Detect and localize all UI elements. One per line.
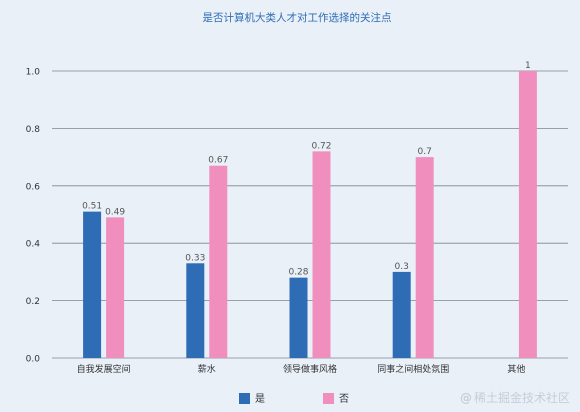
data-label: 0.67 (208, 156, 228, 166)
bar-no[interactable] (415, 157, 434, 358)
watermark: @ 稀土掘金技术社区 (460, 389, 570, 406)
watermark-text: 稀土掘金技术社区 (473, 391, 570, 405)
grid-lines (52, 70, 568, 359)
data-label: 0.3 (395, 262, 409, 272)
bars (83, 71, 537, 358)
legend[interactable]: 是否 (239, 393, 349, 405)
x-tick-label: 其他 (507, 363, 525, 375)
x-tick-label: 领导做事风格 (283, 363, 337, 375)
y-tick-label: 0.8 (26, 125, 41, 135)
at-icon: @ (459, 391, 472, 405)
x-tick-label: 同事之间相处氛围 (377, 363, 449, 375)
x-axis-tick-labels: 自我发展空间 薪水 领导做事风格 同事之间相处氛围 其他 (77, 363, 526, 375)
x-tick-label: 自我发展空间 (77, 363, 131, 375)
data-label: 0.7 (418, 147, 432, 157)
legend-label[interactable]: 否 (339, 393, 349, 405)
bar-yes[interactable] (392, 271, 411, 358)
y-tick-label: 0.4 (26, 240, 41, 250)
data-label: 0.28 (288, 268, 308, 278)
x-tick-label: 薪水 (198, 363, 216, 375)
bar-no[interactable] (312, 151, 331, 358)
data-label: 0.49 (105, 207, 125, 217)
bar-no[interactable] (106, 217, 125, 358)
data-labels: 0.510.49 0.33 0.67 0.28 0.72 0.3 0.7 1 (82, 61, 531, 278)
legend-label[interactable]: 是 (255, 393, 265, 405)
y-tick-label: 1.0 (26, 68, 41, 78)
bar-yes[interactable] (289, 277, 308, 358)
bar-no[interactable] (518, 71, 537, 358)
data-label: 0.51 (82, 202, 102, 212)
y-axis-tick-labels: 0.0 0.2 0.4 0.6 0.8 1.0 (26, 68, 41, 365)
y-tick-label: 0.0 (26, 355, 41, 365)
data-label: 0.72 (311, 141, 331, 151)
legend-swatch[interactable] (323, 393, 334, 404)
y-tick-label: 0.6 (26, 182, 41, 192)
legend-swatch[interactable] (239, 393, 250, 404)
bar-no[interactable] (209, 165, 228, 358)
data-label: 1 (525, 61, 531, 71)
chart-title: 是否计算机大类人才对工作选择的关注点 (203, 11, 392, 24)
y-tick-label: 0.2 (26, 297, 40, 307)
data-label: 0.33 (185, 253, 205, 263)
bar-yes[interactable] (83, 211, 102, 358)
bar-yes[interactable] (186, 263, 205, 358)
